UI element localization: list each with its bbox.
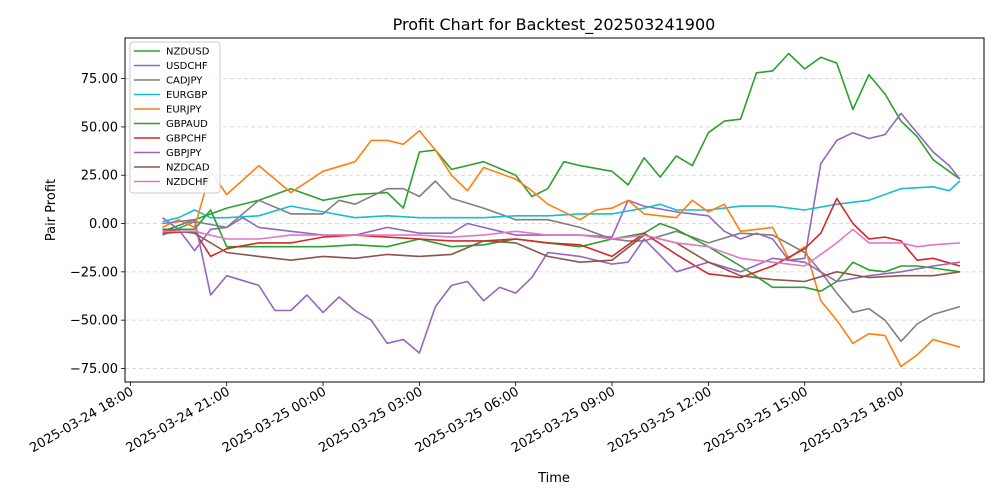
- legend-label: EURJPY: [166, 105, 202, 116]
- y-tick-label: 75.00: [81, 72, 118, 87]
- y-axis-label: Pair Profit: [44, 179, 59, 241]
- chart-title: Profit Chart for Backtest_202503241900: [393, 15, 716, 35]
- series-line-gbpaud: [162, 209, 961, 293]
- series-line-cadjpy: [162, 180, 961, 343]
- legend-label: NZDUSD: [166, 47, 210, 58]
- y-tick-label: −75.00: [70, 362, 118, 377]
- y-tick-label: −25.00: [70, 265, 118, 280]
- grid-lines: [125, 78, 984, 369]
- series-lines: [162, 52, 961, 368]
- legend: NZDUSD USDCHF CADJPY EURGBP EURJPY GBPAUD GBPC…: [129, 41, 221, 194]
- legend-label: GBPJPY: [166, 148, 202, 159]
- legend-label: EURGBP: [166, 90, 207, 101]
- series-line-nzdchf: [162, 228, 960, 267]
- legend-label: GBPCHF: [166, 134, 207, 145]
- x-axis-label: Time: [537, 471, 570, 486]
- legend-label: GBPAUD: [166, 119, 208, 130]
- series-line-nzdcad: [162, 228, 961, 283]
- legend-label: NZDCHF: [166, 177, 209, 188]
- y-tick-label: 50.00: [81, 120, 118, 135]
- legend-label: NZDCAD: [166, 163, 210, 174]
- series-line-gbpjpy: [162, 218, 961, 354]
- series-line-eurgbp: [162, 180, 961, 223]
- y-tick-label: 0.00: [89, 217, 118, 232]
- plot-frame: [124, 37, 985, 383]
- y-tick-label: 25.00: [81, 169, 118, 184]
- series-line-nzdusd: [162, 52, 961, 233]
- y-axis-ticks: −75.00 −50.00 −25.00 0.00 25.00 50.00 75.00: [70, 72, 125, 377]
- series-line-gbpchf: [162, 197, 961, 279]
- legend-label: USDCHF: [166, 61, 208, 72]
- legend-label: CADJPY: [166, 76, 203, 87]
- y-tick-label: −50.00: [70, 314, 118, 329]
- series-line-eurjpy: [162, 130, 961, 368]
